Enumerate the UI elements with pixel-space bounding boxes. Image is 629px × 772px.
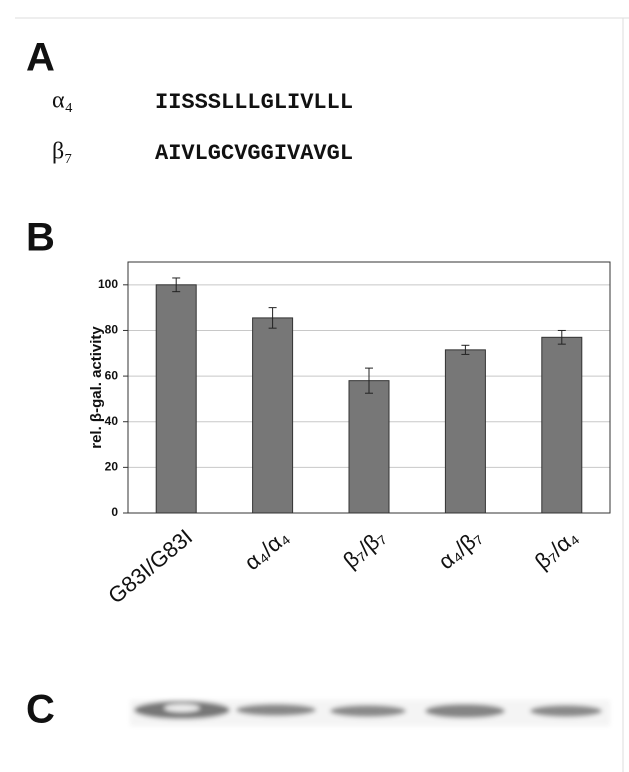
y-tick-label: 40	[105, 414, 119, 428]
band	[330, 705, 406, 717]
sequence: IISSSLLLGLIVLLL	[155, 90, 353, 115]
x-tick-label: α₄/α₄	[240, 524, 294, 575]
bar	[445, 350, 485, 513]
band	[530, 705, 602, 717]
band-highlight	[164, 704, 200, 712]
y-tick-label: 20	[105, 460, 119, 474]
blot	[130, 700, 610, 726]
band	[425, 704, 505, 718]
panel-label: A	[26, 36, 55, 80]
x-tick-label: α₄/β₇	[433, 524, 486, 574]
x-tick-label: β₇/α₄	[530, 524, 583, 574]
panel-label: C	[26, 688, 55, 732]
bar	[349, 381, 389, 513]
figure: A α₄ IISSSLLLGLIVLLL β₇ AIVLGCVGGIVAVGL …	[0, 0, 629, 772]
panel-label: B	[26, 216, 55, 260]
sequence: AIVLGCVGGIVAVGL	[155, 141, 353, 166]
x-tick-label: β₇/β₇	[338, 524, 390, 573]
x-tick-label: G83I/G83I	[103, 524, 197, 608]
bar	[542, 337, 582, 513]
y-tick-label: 0	[111, 505, 118, 519]
y-tick-label: 60	[105, 368, 119, 382]
y-tick-label: 80	[105, 323, 119, 337]
y-axis-label: rel. β-gal. activity	[88, 326, 105, 449]
bar	[156, 285, 196, 513]
sequence-name: β₇	[52, 139, 73, 165]
bar	[253, 318, 293, 513]
sequence-name: α₄	[52, 88, 73, 114]
y-tick-label: 100	[98, 277, 118, 291]
band	[236, 704, 316, 716]
